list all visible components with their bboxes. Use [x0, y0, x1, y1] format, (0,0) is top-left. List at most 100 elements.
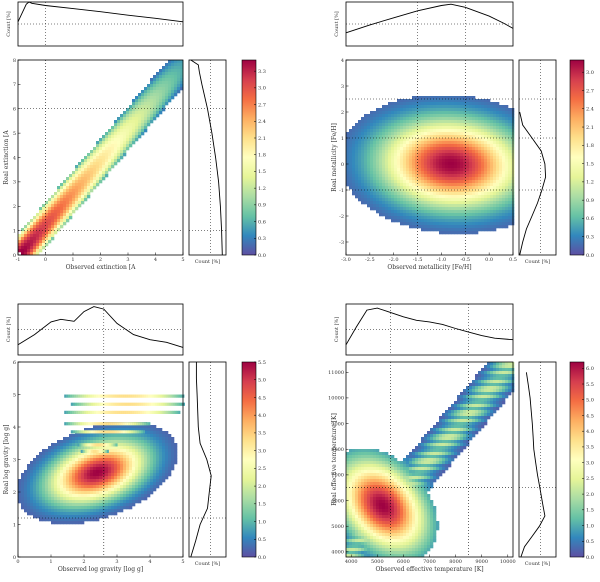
heat-cell — [105, 144, 109, 148]
heat-cell — [424, 105, 428, 109]
heat-cell — [481, 228, 485, 232]
heat-cell — [493, 102, 497, 106]
heat-cell — [472, 117, 476, 121]
heat-cell — [364, 123, 368, 127]
heat-cell — [63, 198, 67, 202]
heat-cell — [496, 144, 500, 148]
heat-cell — [150, 78, 154, 82]
heat-cell — [439, 117, 443, 121]
heat-cell — [24, 491, 28, 495]
heat-cell — [135, 108, 139, 112]
heat-cell — [505, 213, 509, 217]
heat-cell — [448, 204, 452, 208]
heat-cell — [490, 210, 494, 214]
heat-cell — [180, 84, 184, 88]
heat-cell — [472, 219, 476, 223]
heat-cell — [150, 111, 154, 115]
heat-cell — [430, 213, 434, 217]
heat-cell — [48, 488, 52, 492]
colorbar-tick-label: 3.3 — [258, 69, 266, 75]
heat-cell — [111, 440, 115, 444]
heat-cell — [433, 165, 437, 169]
heat-cell — [418, 165, 422, 169]
heat-cell — [427, 207, 431, 211]
heat-cell — [403, 189, 407, 193]
heat-cell — [51, 521, 55, 525]
heat-cell — [427, 189, 431, 193]
strip-cell — [110, 402, 113, 406]
strip-cell — [132, 422, 135, 426]
heat-cell — [475, 129, 479, 133]
heat-cell — [90, 473, 94, 477]
heat-cell — [472, 108, 476, 112]
heat-cell — [102, 515, 106, 519]
heat-cell — [30, 252, 34, 256]
heat-cell — [487, 201, 491, 205]
heat-cell — [123, 479, 127, 483]
heat-cell — [451, 210, 455, 214]
heat-cell — [138, 123, 142, 127]
heat-cell — [111, 458, 115, 462]
colorbar-tick-label: 1.5 — [258, 169, 266, 175]
heat-cell — [436, 198, 440, 202]
heat-cell — [481, 186, 485, 190]
heat-cell — [472, 204, 476, 208]
strip-cell — [82, 410, 85, 414]
heat-cell — [403, 105, 407, 109]
strip-cell — [140, 410, 143, 414]
heat-cell — [84, 446, 88, 450]
heat-cell — [379, 144, 383, 148]
heat-cell — [54, 491, 58, 495]
heat-cell — [33, 476, 37, 480]
heat-cell — [126, 123, 130, 127]
heat-cell — [135, 129, 139, 133]
heat-cell — [96, 494, 100, 498]
heat-cell — [108, 482, 112, 486]
heat-cell — [162, 449, 166, 453]
heat-cell — [153, 84, 157, 88]
heat-cell — [96, 150, 100, 154]
heat-cell — [427, 147, 431, 151]
heat-cell — [406, 192, 410, 196]
heat-cell — [358, 174, 362, 178]
heat-cell — [409, 192, 413, 196]
heat-cell — [27, 482, 31, 486]
heat-cell — [430, 186, 434, 190]
heat-cell — [424, 174, 428, 178]
heat-cell — [430, 111, 434, 115]
heat-cell — [171, 446, 175, 450]
heat-cell — [451, 111, 455, 115]
heat-cell — [433, 159, 437, 163]
heat-cell — [129, 470, 133, 474]
heat-cell — [84, 180, 88, 184]
heat-cell — [487, 198, 491, 202]
heat-cell — [436, 108, 440, 112]
heat-cell — [27, 240, 31, 244]
heat-cell — [409, 150, 413, 154]
heat-cell — [487, 368, 491, 372]
heat-cell — [469, 180, 473, 184]
heat-cell — [153, 464, 157, 468]
heat-cell — [481, 123, 485, 127]
heat-cell — [460, 102, 464, 106]
heat-cell — [114, 434, 118, 438]
heat-cell — [385, 216, 389, 220]
heat-cell — [406, 183, 410, 187]
heat-cell — [123, 458, 127, 462]
heat-cell — [427, 216, 431, 220]
heat-cell — [385, 195, 389, 199]
heat-cell — [51, 443, 55, 447]
x-tick-label: -2.0 — [389, 257, 399, 263]
heat-cell — [421, 165, 425, 169]
strip-cell — [180, 394, 183, 398]
heat-cell — [349, 180, 353, 184]
heat-cell — [72, 180, 76, 184]
heat-cell — [45, 497, 49, 501]
heat-cell — [412, 114, 416, 118]
heat-cell — [349, 165, 353, 169]
strip-cell — [87, 443, 90, 447]
heat-cell — [460, 219, 464, 223]
heat-cell — [57, 458, 61, 462]
heat-cell — [385, 210, 389, 214]
heat-cell — [490, 159, 494, 163]
